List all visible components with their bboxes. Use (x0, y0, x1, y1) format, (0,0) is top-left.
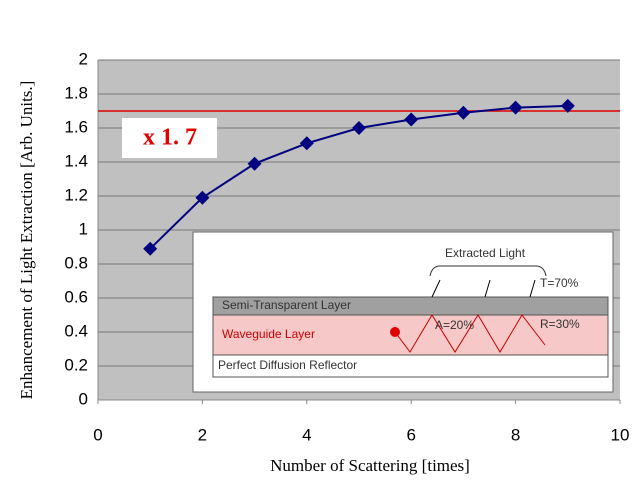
y-tick-label: 1.6 (64, 117, 88, 136)
y-tick-label: 0.6 (64, 287, 88, 306)
x-tick-label: 6 (406, 425, 415, 444)
inset-label: Extracted Light (445, 246, 526, 260)
arrows (431, 279, 536, 298)
annotation-box (122, 118, 217, 158)
y-tick-label: 1 (79, 219, 88, 238)
marker (143, 241, 158, 256)
marker (456, 105, 471, 120)
marker (195, 190, 210, 205)
x-axis-label: Number of Scattering [times] (270, 456, 470, 475)
y-tick-label: 2 (79, 49, 88, 68)
marker (247, 156, 262, 171)
x-tick-label: 2 (198, 425, 207, 444)
y-tick-label: 1.8 (64, 83, 88, 102)
x-tick-label: 8 (511, 425, 520, 444)
y-tick-label: 0.2 (64, 355, 88, 374)
inset-label: Semi-Transparent Layer (222, 298, 351, 312)
inset: Semi-Transparent Layer Waveguide Layer P… (192, 231, 614, 393)
source (390, 327, 400, 337)
y-tick-label: 0 (79, 389, 88, 408)
inset-label: T=70% (540, 276, 579, 290)
y-tick-label: 1.2 (64, 185, 88, 204)
marker (508, 100, 523, 115)
marker (560, 98, 575, 113)
x-tick-label: 10 (611, 425, 630, 444)
layer-bottom (212, 354, 609, 378)
inset-label: R=30% (540, 317, 580, 331)
x-tick-label: 4 (302, 425, 311, 444)
brace (429, 265, 547, 277)
inset-label: Perfect Diffusion Reflector (218, 358, 357, 372)
y-tick-label: 1.4 (64, 151, 88, 170)
marker (299, 136, 314, 151)
y-tick-label: 0.4 (64, 321, 88, 340)
marker (352, 121, 366, 135)
x-tick-label: 0 (93, 425, 102, 444)
inset-label: A=20% (435, 318, 474, 332)
y-tick-label: 0.8 (64, 253, 88, 272)
marker (404, 112, 419, 127)
y-axis-label: Enhancement of Light Extraction [Arb. Un… (17, 81, 36, 400)
ray (394, 314, 546, 353)
annotation: x 1. 7 (143, 125, 197, 151)
inset-label: Waveguide Layer (222, 327, 315, 341)
